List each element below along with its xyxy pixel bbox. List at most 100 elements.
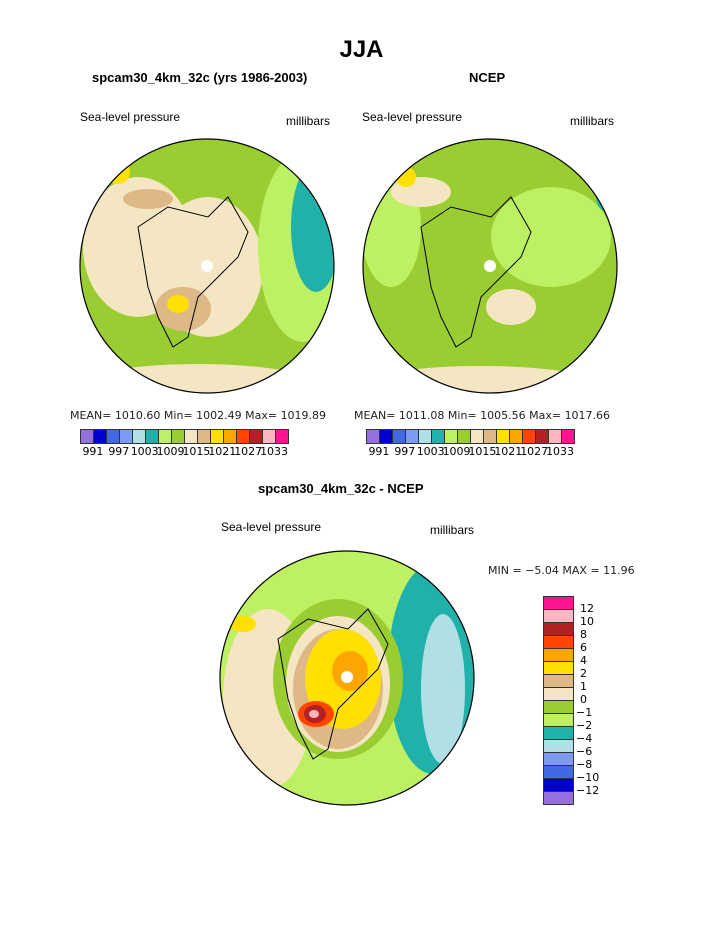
map-region-4 [332,651,368,691]
colorbar-label: −4 [576,732,593,745]
colorbar-box [549,430,562,443]
pole-marker [484,260,496,272]
colorbar-box [380,430,393,443]
colorbar-difference [543,596,574,805]
colorbar-label: 991 [368,445,390,458]
colorbar-label: 6 [580,641,587,654]
colorbar-box [224,430,237,443]
colorbar-box [544,688,573,701]
colorbar-label: 10 [580,615,594,628]
colorbar-label: −10 [576,771,600,784]
colorbar-box [445,430,458,443]
colorbar-box [198,430,211,443]
colorbar-box [185,430,198,443]
colorbar-label: 1009 [156,445,185,458]
colorbar-box [250,430,263,443]
colorbar-box [544,675,573,688]
colorbar-box [544,753,573,766]
colorbar-box [544,740,573,753]
colorbar-box [263,430,276,443]
colorbar-label: 2 [580,667,587,680]
panel-title-difference: spcam30_4km_32c - NCEP [258,481,424,496]
colorbar-box [107,430,120,443]
colorbar-box [367,430,380,443]
panel-units-label: millibars [570,114,615,128]
colorbar-box [544,727,573,740]
colorbar-box [544,792,573,804]
colorbar-box [406,430,419,443]
colorbar-box [432,430,445,443]
colorbar-box [419,430,432,443]
panel-variable-label: Sea-level pressure [362,110,463,124]
colorbar-box [237,430,250,443]
colorbar-box [523,430,536,443]
panel-variable-label: Sea-level pressure [80,110,181,124]
colorbar-box [393,430,406,443]
colorbar-box [81,430,94,443]
panel-units-label: millibars [430,523,475,537]
colorbar-box [94,430,107,443]
colorbar-box [562,430,574,443]
map-boundary [79,138,335,394]
colorbar-box [159,430,172,443]
map-region-1021 [106,160,130,184]
coastline [137,196,249,348]
colorbar-label: 1015 [468,445,497,458]
colorbar-label: 1021 [208,445,237,458]
colorbar-box [276,430,288,443]
colorbar-label: 1015 [182,445,211,458]
colorbar-box [544,701,573,714]
panel-title-ncep: NCEP [469,70,506,85]
colorbar-label: −6 [576,745,593,758]
colorbar-label: 1003 [416,445,445,458]
map-region-1015 [486,289,536,325]
colorbar-box [544,610,573,623]
map-region-1018 [123,189,173,209]
colorbar-model [80,429,289,444]
colorbar-label: 1 [580,680,587,693]
pole-marker [341,671,353,683]
colorbar-label: −2 [576,719,593,732]
polar-map-difference [219,550,475,806]
map-region-1003 [596,183,616,211]
pole-marker [201,260,213,272]
stats-model: MEAN= 1010.60 Min= 1002.49 Max= 1019.89 [70,409,327,422]
coastline [277,608,389,760]
colorbar-box [458,430,471,443]
panel-title-model: spcam30_4km_32c (yrs 1986-2003) [92,70,308,85]
colorbar-box [484,430,497,443]
colorbar-box [544,662,573,675]
panel-variable-label: Sea-level pressure [221,520,322,534]
colorbar-ncep [366,429,575,444]
colorbar-label: 1009 [442,445,471,458]
coastline [420,196,532,348]
colorbar-label: 12 [580,602,594,615]
map-region-1006 [491,187,611,287]
colorbar-label: 1027 [520,445,549,458]
colorbar-label: 997 [394,445,416,458]
colorbar-box [497,430,510,443]
colorbar-label: 997 [108,445,130,458]
colorbar-label: 991 [82,445,104,458]
colorbar-box [211,430,224,443]
map-region-10 [309,710,319,718]
colorbar-box [172,430,185,443]
polar-map-model [79,138,335,394]
colorbar-box [120,430,133,443]
colorbar-box [536,430,549,443]
colorbar-label: 1021 [494,445,523,458]
colorbar-box [544,636,573,649]
stats-ncep: MEAN= 1011.08 Min= 1005.56 Max= 1017.66 [354,409,611,422]
colorbar-label: 4 [580,654,587,667]
colorbar-box [544,597,573,610]
colorbar-label: 8 [580,628,587,641]
map-region-1000 [313,177,333,207]
map-boundary [362,138,618,394]
map-region-2 [230,616,256,632]
figure-title: JJA [339,36,384,63]
colorbar-label: 1033 [260,445,289,458]
colorbar-box [544,623,573,636]
colorbar-box [544,779,573,792]
colorbar-label: −1 [576,706,593,719]
